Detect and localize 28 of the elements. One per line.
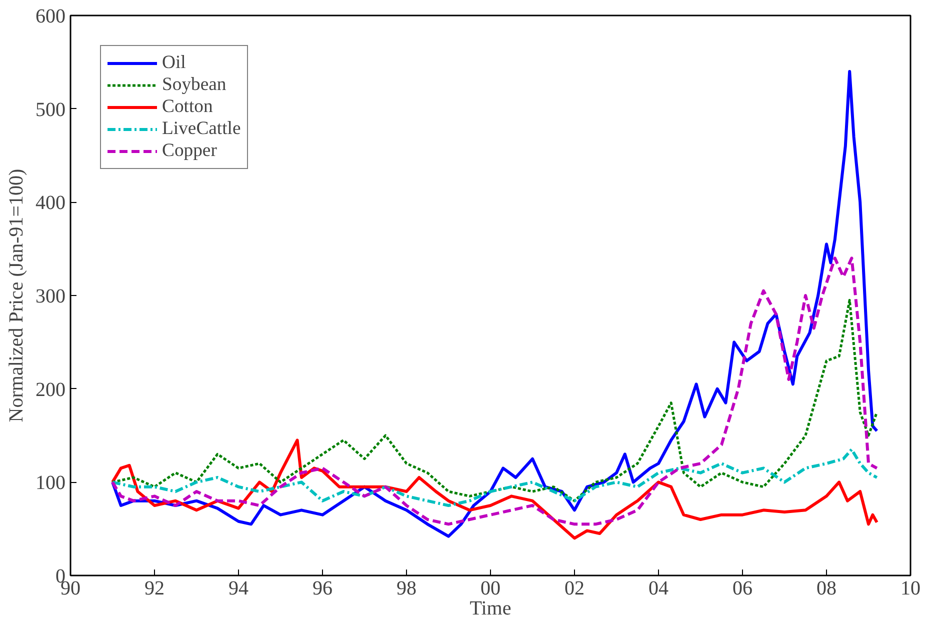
y-axis-title: Normalized Price (Jan-91=100) xyxy=(6,168,28,422)
x-tick-label: 02 xyxy=(564,578,584,600)
x-tick-label: 94 xyxy=(228,578,248,600)
x-tick-label: 06 xyxy=(732,578,752,600)
x-tick-label: 10 xyxy=(900,578,920,600)
x-tick-label: 96 xyxy=(312,578,332,600)
x-tick-label: 00 xyxy=(480,578,500,600)
x-axis-title: Time xyxy=(470,598,512,620)
line-series xyxy=(111,298,878,502)
legend-label: Oil xyxy=(162,52,186,74)
legend-label: Soybean xyxy=(162,74,226,96)
line-series xyxy=(111,438,878,540)
y-tick-label: 600 xyxy=(36,6,66,28)
x-tick-label: 04 xyxy=(648,578,668,600)
y-tick-label: 500 xyxy=(36,98,66,121)
line-series xyxy=(111,70,878,538)
x-tick-label: 92 xyxy=(144,578,164,600)
y-tick-label: 200 xyxy=(36,378,66,401)
legend-label: Copper xyxy=(162,140,217,162)
legend-label: Cotton xyxy=(162,96,213,118)
y-tick-label: 100 xyxy=(36,472,66,494)
y-tick-label: 300 xyxy=(36,286,66,308)
legend-label: LiveCattle xyxy=(162,118,241,140)
x-tick-label: 08 xyxy=(816,578,836,600)
x-tick-label: 98 xyxy=(396,578,416,600)
line-series xyxy=(111,448,878,507)
y-tick-label: 400 xyxy=(36,192,66,214)
line-series xyxy=(111,256,878,526)
